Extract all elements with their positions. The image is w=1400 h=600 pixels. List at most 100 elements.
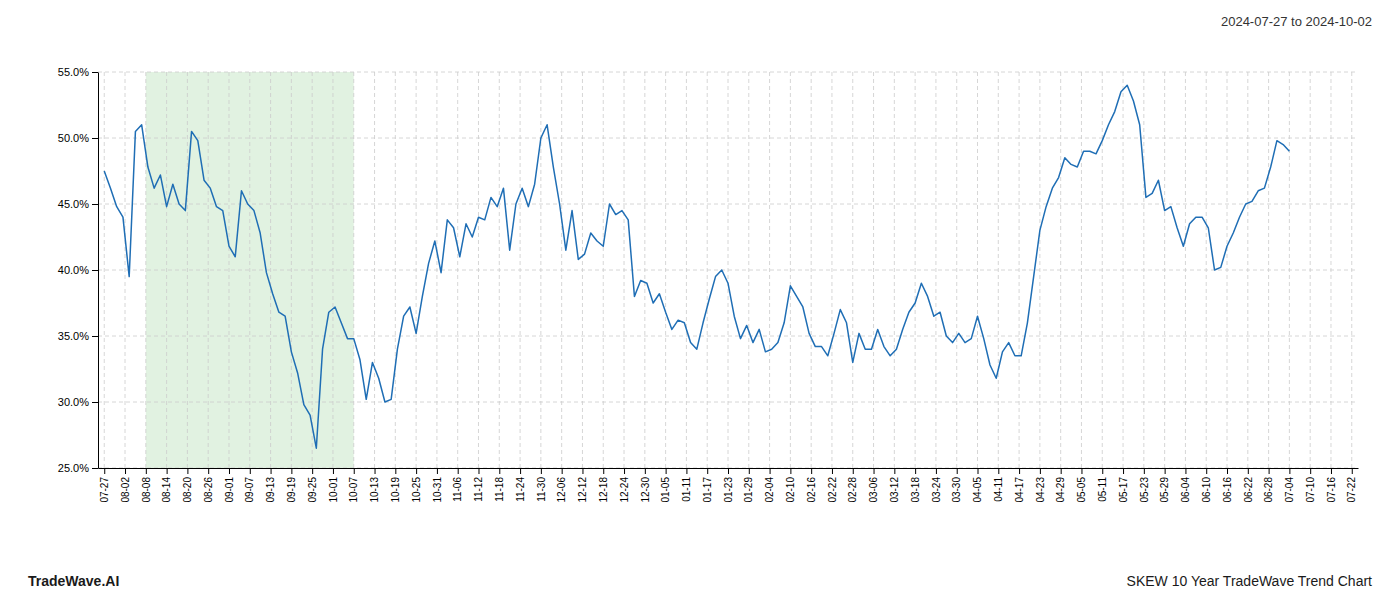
x-tick: 09-25: [307, 468, 318, 503]
x-tick: 07-16: [1326, 468, 1337, 503]
x-tick: 11-18: [494, 468, 505, 502]
x-tick-mark: [790, 468, 791, 474]
y-tick-mark: [92, 204, 98, 205]
x-tick-mark: [728, 468, 729, 474]
x-tick-mark: [936, 468, 937, 474]
x-tick-label: 07-22: [1346, 477, 1357, 503]
x-grid-line: [228, 72, 229, 468]
x-grid-line: [436, 72, 437, 468]
y-grid-line: [98, 336, 1358, 337]
x-tick-label: 07-27: [99, 477, 110, 503]
x-tick-mark: [978, 468, 979, 474]
x-grid-line: [831, 72, 832, 468]
x-tick-mark: [125, 468, 126, 474]
x-tick-mark: [811, 468, 812, 474]
chart-svg: 07-2708-0208-0808-1408-2008-2609-0109-07…: [0, 0, 1400, 600]
x-tick-mark: [853, 468, 854, 474]
x-tick-mark: [666, 468, 667, 474]
x-tick: 07-22: [1346, 468, 1357, 503]
x-grid-line: [104, 72, 105, 468]
x-tick-label: 08-02: [120, 477, 131, 503]
x-tick-mark: [291, 468, 292, 474]
x-tick-mark: [1123, 468, 1124, 474]
x-tick-label: 05-05: [1076, 477, 1087, 503]
x-tick-label: 02-04: [764, 477, 775, 503]
x-tick-label: 12-12: [577, 477, 588, 503]
y-tick-label: 35.0%: [58, 330, 89, 342]
x-tick-label: 06-28: [1263, 477, 1274, 503]
x-tick-mark: [582, 468, 583, 474]
x-tick: 10-31: [432, 468, 443, 503]
y-tick-mark: [92, 336, 98, 337]
x-grid-line: [1039, 72, 1040, 468]
x-tick: 10-13: [369, 468, 380, 503]
x-tick-label: 01-11: [681, 477, 692, 502]
x-tick: 08-20: [182, 468, 193, 503]
x-tick: 12-18: [598, 468, 609, 503]
x-tick: 11-12: [473, 468, 484, 502]
x-tick-label: 08-14: [161, 477, 172, 503]
x-grid-line: [270, 72, 271, 468]
x-tick-mark: [208, 468, 209, 474]
x-grid-line: [125, 72, 126, 468]
x-tick-mark: [562, 468, 563, 474]
x-grid-line: [1351, 72, 1352, 468]
x-tick-label: 06-22: [1243, 477, 1254, 503]
y-tick: 35.0%: [58, 330, 98, 342]
x-tick: 03-24: [931, 468, 942, 503]
x-tick-mark: [998, 468, 999, 474]
x-tick-label: 06-04: [1180, 477, 1191, 503]
x-tick-mark: [1269, 468, 1270, 474]
x-tick: 11-06: [452, 468, 463, 502]
x-grid-line: [935, 72, 936, 468]
x-tick: 03-18: [910, 468, 921, 503]
x-tick-label: 10-31: [432, 477, 443, 503]
x-tick-mark: [874, 468, 875, 474]
x-tick-mark: [1289, 468, 1290, 474]
x-tick: 02-16: [806, 468, 817, 503]
x-grid-line: [540, 72, 541, 468]
x-tick: 01-11: [681, 468, 692, 502]
x-grid-line: [1227, 72, 1228, 468]
x-tick: 03-06: [868, 468, 879, 503]
x-tick: 05-05: [1076, 468, 1087, 503]
y-tick: 40.0%: [58, 264, 98, 276]
x-tick-mark: [1331, 468, 1332, 474]
data-line: [104, 85, 1289, 448]
x-grid-line: [332, 72, 333, 468]
x-tick-label: 11-12: [473, 477, 484, 502]
x-tick-label: 09-13: [265, 477, 276, 503]
x-tick-label: 05-23: [1139, 477, 1150, 503]
x-tick-mark: [250, 468, 251, 474]
x-tick-mark: [1248, 468, 1249, 474]
x-grid-line: [624, 72, 625, 468]
x-tick-mark: [458, 468, 459, 474]
x-grid-line: [665, 72, 666, 468]
x-tick-label: 04-23: [1035, 477, 1046, 503]
x-tick: 04-11: [993, 468, 1004, 502]
x-tick-label: 02-22: [827, 477, 838, 503]
x-tick-label: 12-30: [640, 477, 651, 503]
x-grid-line: [1268, 72, 1269, 468]
y-tick: 30.0%: [58, 396, 98, 408]
x-tick-label: 10-25: [411, 477, 422, 503]
x-tick-label: 03-12: [889, 477, 900, 503]
x-tick-label: 02-16: [806, 477, 817, 503]
x-tick: 11-30: [536, 468, 547, 502]
y-tick-label: 30.0%: [58, 396, 89, 408]
x-tick-mark: [499, 468, 500, 474]
x-tick-label: 09-01: [224, 477, 235, 503]
x-tick-label: 08-26: [203, 477, 214, 503]
x-tick-label: 10-13: [369, 477, 380, 503]
x-grid-line: [416, 72, 417, 468]
x-grid-line: [790, 72, 791, 468]
x-tick: 08-08: [141, 468, 152, 503]
x-grid-line: [1123, 72, 1124, 468]
x-tick-label: 06-16: [1222, 477, 1233, 503]
x-tick-mark: [915, 468, 916, 474]
x-tick-mark: [437, 468, 438, 474]
x-grid-line: [644, 72, 645, 468]
x-tick-label: 11-18: [494, 477, 505, 502]
x-tick-mark: [770, 468, 771, 474]
y-tick-mark: [92, 468, 98, 469]
